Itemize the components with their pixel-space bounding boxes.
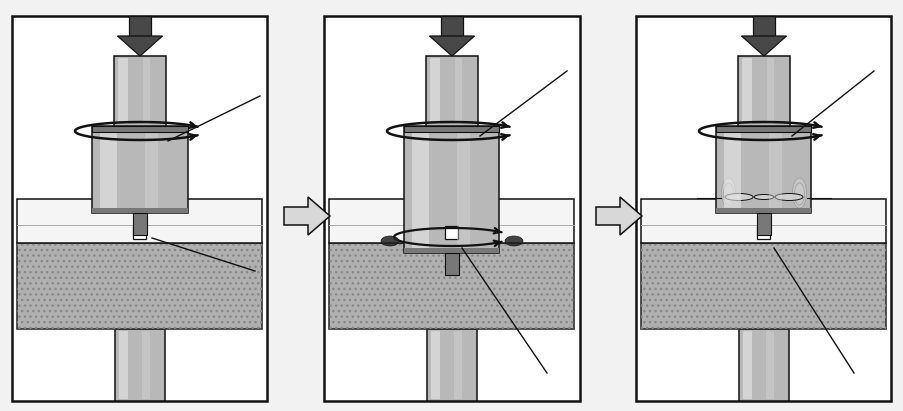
Bar: [768, 128, 782, 211]
Bar: [404, 126, 499, 253]
Bar: [404, 248, 499, 253]
Ellipse shape: [794, 183, 804, 205]
Ellipse shape: [721, 178, 735, 208]
Bar: [636, 16, 890, 401]
Bar: [114, 56, 166, 126]
Ellipse shape: [505, 236, 523, 246]
Bar: [454, 331, 461, 399]
Polygon shape: [117, 36, 163, 56]
Bar: [115, 329, 165, 401]
Ellipse shape: [753, 194, 773, 199]
Bar: [118, 58, 127, 124]
Polygon shape: [740, 36, 786, 56]
Bar: [425, 56, 478, 126]
Bar: [92, 208, 187, 213]
Bar: [329, 199, 574, 243]
Bar: [426, 329, 477, 401]
Bar: [412, 128, 429, 251]
Bar: [17, 243, 262, 329]
Bar: [17, 199, 262, 243]
Ellipse shape: [792, 178, 805, 208]
Bar: [723, 128, 740, 211]
Bar: [13, 16, 267, 401]
Bar: [129, 16, 151, 36]
Bar: [757, 226, 769, 239]
Bar: [766, 331, 773, 399]
Bar: [641, 243, 886, 329]
Bar: [445, 226, 458, 239]
Bar: [134, 226, 146, 239]
Bar: [738, 329, 788, 401]
Polygon shape: [595, 197, 641, 235]
Ellipse shape: [380, 236, 398, 246]
Bar: [92, 126, 187, 132]
Bar: [430, 58, 439, 124]
Ellipse shape: [722, 183, 732, 205]
Bar: [92, 126, 187, 213]
Bar: [100, 128, 117, 211]
Bar: [329, 243, 574, 329]
Bar: [17, 243, 262, 329]
Bar: [329, 243, 574, 329]
Polygon shape: [284, 197, 330, 235]
Bar: [444, 253, 459, 275]
Bar: [741, 58, 750, 124]
Bar: [119, 331, 128, 399]
Bar: [766, 58, 773, 124]
Bar: [742, 331, 751, 399]
Bar: [716, 126, 811, 213]
Bar: [737, 56, 789, 126]
Bar: [756, 213, 770, 235]
Bar: [454, 58, 461, 124]
Bar: [716, 208, 811, 213]
Ellipse shape: [774, 194, 802, 201]
Ellipse shape: [724, 194, 752, 201]
Bar: [404, 126, 499, 132]
Bar: [143, 58, 150, 124]
Bar: [144, 128, 158, 211]
Bar: [431, 331, 440, 399]
Bar: [441, 16, 462, 36]
Bar: [641, 199, 886, 243]
Bar: [143, 331, 150, 399]
Bar: [752, 16, 774, 36]
Bar: [641, 243, 886, 329]
Bar: [324, 16, 579, 401]
Bar: [133, 213, 147, 235]
Polygon shape: [429, 36, 474, 56]
Bar: [716, 126, 811, 132]
Bar: [456, 128, 470, 251]
